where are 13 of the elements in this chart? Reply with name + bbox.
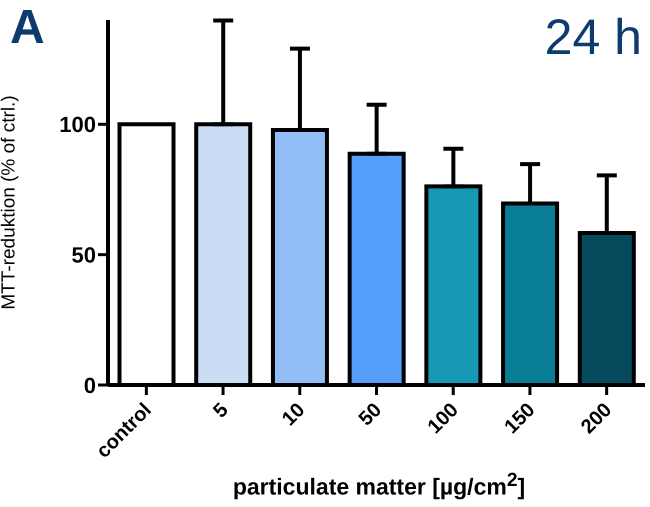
y-tick-label: 100 <box>59 112 96 138</box>
x-tick-label: 150 <box>500 398 540 438</box>
y-axis-title: MTT-reduktion (% of ctrl.) <box>0 95 20 310</box>
y-tick-label: 50 <box>72 242 96 268</box>
x-tick-label: 100 <box>424 398 463 438</box>
y-tick-label: 0 <box>84 372 96 398</box>
x-axis-title: particulate matter [µg/cm$^{2}$] <box>232 470 526 501</box>
text: A <box>10 0 45 55</box>
x-tick-label: 5 <box>209 398 233 422</box>
x-tick-label: 10 <box>278 398 310 430</box>
x-tick-label: 50 <box>354 398 386 430</box>
chart-title: 24 h <box>544 8 642 66</box>
x-tick-label: 200 <box>577 398 616 438</box>
